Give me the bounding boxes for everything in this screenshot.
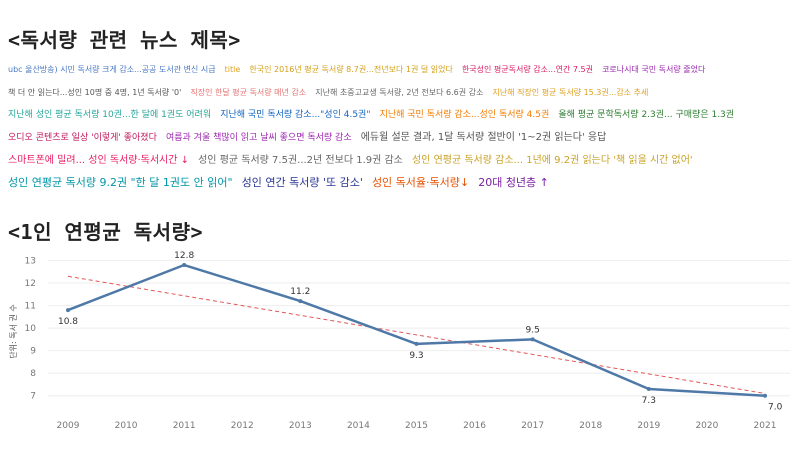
- data-label: 10.8: [58, 317, 78, 327]
- reading-line-chart: 7 8 9 10 11 12 13 2009 2010 2011 2012 2013 2014 2015…: [0, 250, 800, 450]
- x-tick-label: 2013: [289, 421, 312, 431]
- headline: 스마트폰에 밀려... 성인 독서량·독서시간 ↓: [8, 155, 189, 166]
- data-point: [763, 394, 767, 398]
- data-point: [415, 342, 419, 346]
- headline: 코로나시대 국민 독서량 줄었다: [602, 65, 705, 74]
- headline: 성인 평균 독서량 7.5권...2년 전보다 1.9권 감소: [198, 155, 403, 166]
- headline: 책 더 안 읽는다...성인 10명 중 4명, 1년 독서량 '0': [8, 88, 181, 97]
- trend-line: [68, 276, 765, 393]
- data-label: 7.0: [768, 403, 783, 413]
- headline: 지난해 국민 독서량 감소...성인 독서량 4.5권: [380, 110, 550, 120]
- series-line-path: [68, 265, 765, 396]
- data-point: [66, 308, 70, 312]
- y-axis-ticks: 7 8 9 10 11 12 13: [25, 257, 37, 402]
- headline: 지난해 국민 독서량 감소..."성인 4.5권": [220, 110, 370, 120]
- x-axis-ticks: 2009 2010 2011 2012 2013 2014 2015 2016 2017 2018…: [57, 421, 777, 431]
- chart-grid: [48, 261, 790, 396]
- x-tick-label: 2019: [637, 421, 660, 431]
- headline: 성인 연간 독서량 '또 감소': [242, 176, 363, 189]
- headline: ubc 울산방송) 시민 독서량 크게 감소...공공 도서관 변신 시급: [8, 65, 216, 74]
- y-tick-label: 11: [25, 302, 36, 312]
- y-axis-label: 단위: 독서 권 수: [8, 304, 18, 358]
- data-point: [531, 337, 535, 341]
- data-point: [647, 387, 651, 391]
- headline: 한국인 2016년 평균 독서량 8.7권...전년보다 1권 덜 읽었다: [249, 65, 452, 74]
- x-tick-label: 2011: [173, 421, 196, 431]
- headline: 지난해 직장인 평균 독서량 15.3권...감소 추세: [492, 88, 648, 97]
- y-tick-label: 9: [30, 347, 36, 357]
- data-label: 11.2: [290, 287, 310, 297]
- data-label: 9.5: [526, 325, 540, 335]
- y-tick-label: 7: [30, 392, 36, 402]
- data-label: 12.8: [174, 251, 194, 261]
- data-point: [298, 299, 302, 303]
- headline: 올해 평균 문학독서량 2.3권... 구매량은 1.3권: [558, 110, 734, 120]
- x-tick-label: 2021: [754, 421, 777, 431]
- data-point: [182, 263, 186, 267]
- x-tick-label: 2009: [57, 421, 80, 431]
- trendline: [68, 276, 765, 393]
- x-tick-label: 2017: [521, 421, 544, 431]
- headline: 한국성인 평균독서량 감소...연간 7.5권: [462, 65, 593, 74]
- headline: 20대 청년층 ↑: [478, 176, 549, 189]
- headline: 성인 독서율·독서량↓: [372, 176, 469, 189]
- x-tick-label: 2010: [115, 421, 138, 431]
- x-tick-label: 2012: [231, 421, 254, 431]
- data-label: 7.3: [642, 396, 656, 406]
- y-tick-label: 12: [25, 279, 36, 289]
- headline: 성인 연평균 독서량 감소... 1년에 9.2권 읽는다 '책 읽을 시간 없…: [412, 155, 693, 166]
- series-line: [68, 265, 765, 396]
- headline: 직장인 한달 평균 독서량 매년 감소: [190, 88, 306, 97]
- data-labels: 10.8 12.8 11.2 9.3 9.5 7.3 7.0: [58, 251, 783, 413]
- data-label: 9.3: [409, 351, 423, 361]
- headline: 지난해 초중고교생 독서량, 2년 전보다 6.6권 감소: [315, 88, 483, 97]
- headline: 성인 연평균 독서량 9.2권 "한 달 1권도 안 읽어": [8, 176, 233, 189]
- x-tick-label: 2014: [347, 421, 370, 431]
- x-tick-label: 2015: [405, 421, 428, 431]
- headline: 오디오 콘텐츠로 일상 '이렇게' 좋아졌다: [8, 133, 157, 143]
- headline: 여름과 겨울 책많이 읽고 날씨 좋으면 독서량 감소: [166, 133, 352, 143]
- x-tick-label: 2018: [579, 421, 602, 431]
- news-section-title: <독서량 관련 뉴스 제목>: [8, 24, 241, 53]
- x-tick-label: 2016: [463, 421, 486, 431]
- headline: title: [225, 65, 241, 74]
- headline-cloud: ubc 울산방송) 시민 독서량 크게 감소...공공 도서관 변신 시급 ti…: [8, 56, 794, 190]
- headline: 에듀윌 설문 결과, 1달 독서량 절반이 '1~2권 읽는다' 응답: [361, 132, 607, 143]
- chart-section-title: <1인 연평균 독서량>: [8, 216, 203, 245]
- x-tick-label: 2020: [695, 421, 718, 431]
- y-tick-label: 13: [25, 257, 36, 267]
- headline: 지난해 성인 평균 독서량 10권...한 달에 1권도 어려워: [8, 110, 211, 120]
- y-tick-label: 10: [25, 324, 37, 334]
- y-tick-label: 8: [30, 369, 36, 379]
